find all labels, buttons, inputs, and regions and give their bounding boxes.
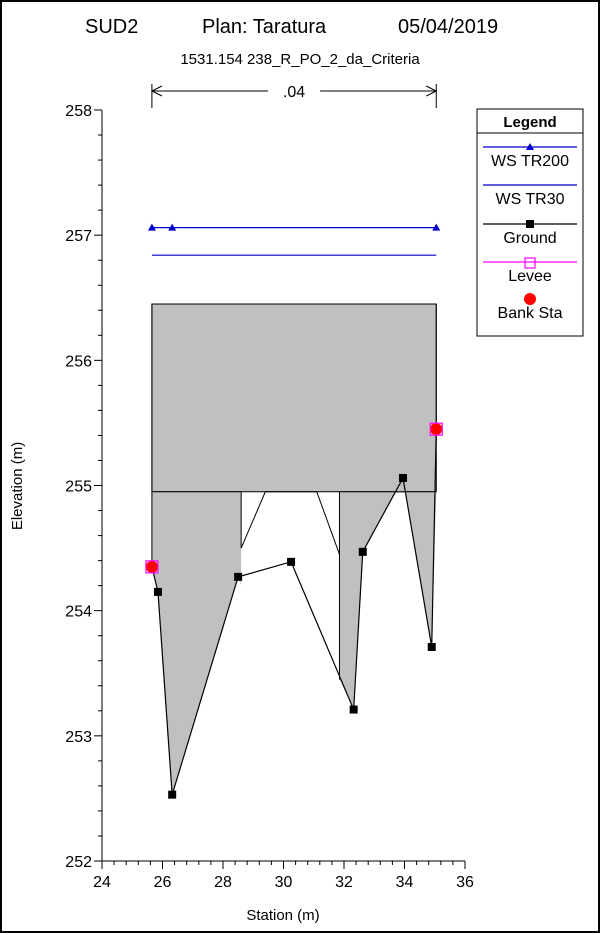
chart-header-left: SUD2 <box>85 16 138 38</box>
y-tick-label: 257 <box>65 228 92 245</box>
legend-label-levee: Levee <box>508 268 552 285</box>
levee-point <box>145 560 159 574</box>
chart-header-plan: Plan: Taratura <box>202 16 327 38</box>
ground-point <box>234 572 243 581</box>
manning-group: .04 <box>150 84 438 108</box>
obstruction-fill-group <box>151 303 437 795</box>
x-tick-label: 36 <box>456 874 474 891</box>
series-line-ground <box>151 429 437 795</box>
y-tick-label: 255 <box>65 479 92 496</box>
x-tick-label: 26 <box>154 874 172 891</box>
ground-point <box>358 547 367 556</box>
legend-marker-levee <box>524 257 536 269</box>
levee-point <box>429 422 443 436</box>
ws-tr200-point <box>168 223 177 231</box>
series-markers-group <box>145 223 443 799</box>
legend-label-ws-tr30: WS TR30 <box>495 191 564 208</box>
obstruction-fill <box>151 477 437 795</box>
manning-arrowhead-right <box>426 85 438 97</box>
bank-sta-point <box>145 560 158 573</box>
x-tick-label: 34 <box>396 874 414 891</box>
legend-label-ws-tr200: WS TR200 <box>491 153 569 170</box>
y-tick-label: 258 <box>65 103 92 120</box>
manning-arrowhead-left <box>150 85 163 97</box>
legend-label-ground: Ground <box>503 230 556 247</box>
x-axis-label: Station (m) <box>246 907 319 924</box>
y-tick-label: 253 <box>65 729 92 746</box>
legend-marker-ground <box>526 220 534 228</box>
ws-tr200-point <box>147 223 156 231</box>
x-tick-label: 32 <box>335 874 353 891</box>
obstruction-edge <box>316 491 340 555</box>
series-lines-group <box>151 227 437 795</box>
y-axis-label: Elevation (m) <box>9 442 26 530</box>
ground-point <box>168 790 177 799</box>
obstruction-edge <box>240 491 266 549</box>
chart-title: 1531.154 238_R_PO_2_da_Criteria <box>180 51 420 68</box>
x-tick-label: 30 <box>275 874 293 891</box>
manning-value-label: .04 <box>283 84 305 101</box>
ground-point <box>153 587 162 596</box>
axes-group: 252 253 254 255 256 257 258 24 26 28 30 32 34 36 <box>65 103 474 891</box>
legend-marker-ws-tr200 <box>526 143 534 150</box>
legend-label-bank-sta: Bank Sta <box>498 305 563 322</box>
ground-point <box>427 642 436 651</box>
legend: Legend WS TR200 WS TR30 Ground Levee Bank Sta <box>476 108 584 337</box>
legend-marker-bank-sta <box>524 293 536 305</box>
y-tick-label: 254 <box>65 604 92 621</box>
ground-point <box>287 557 296 566</box>
y-tick-label: 256 <box>65 353 92 370</box>
chart-header-date: 05/04/2019 <box>398 16 498 38</box>
x-tick-label: 24 <box>93 874 111 891</box>
x-tick-label: 28 <box>214 874 232 891</box>
bank-sta-point <box>430 423 443 436</box>
ground-point <box>398 473 407 482</box>
y-tick-label: 252 <box>65 854 92 871</box>
obstruction-block <box>151 303 437 493</box>
ws-tr200-point <box>432 223 441 231</box>
legend-title: Legend <box>503 114 556 131</box>
ground-point <box>349 705 358 714</box>
